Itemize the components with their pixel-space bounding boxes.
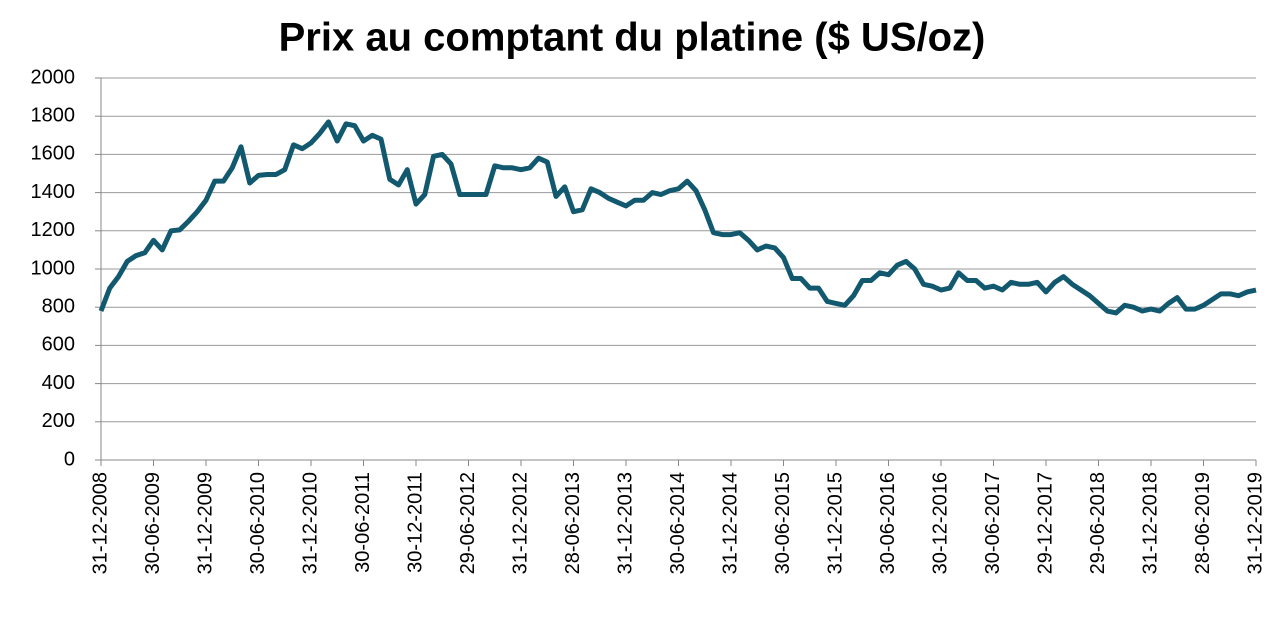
y-tick-label: 2000 [31, 66, 76, 88]
x-tick-label: 31-12-2014 [719, 472, 741, 574]
x-tick-label: 28-06-2019 [1192, 472, 1214, 574]
x-tick-label: 29-06-2012 [457, 472, 479, 574]
x-tick-label: 30-06-2016 [877, 472, 899, 574]
x-tick-label: 28-06-2013 [562, 472, 584, 574]
y-tick-label: 400 [42, 372, 75, 394]
y-tick-label: 1000 [31, 257, 76, 279]
y-tick-label: 0 [64, 448, 75, 470]
x-tick-label: 31-12-2015 [824, 472, 846, 574]
x-tick-label: 30-06-2017 [982, 472, 1004, 574]
y-tick-label: 1200 [31, 219, 76, 241]
x-tick-label: 29-06-2018 [1087, 472, 1109, 574]
x-tick-label: 30-06-2009 [142, 472, 164, 574]
x-tick-label: 30-12-2016 [929, 472, 951, 574]
y-tick-label: 1600 [31, 143, 76, 165]
x-tick-label: 31-12-2013 [614, 472, 636, 574]
x-tick-label: 30-12-2011 [404, 472, 426, 573]
chart-title: Prix au comptant du platine ($ US/oz) [279, 16, 986, 60]
x-tick-label: 30-06-2011 [352, 472, 374, 573]
x-tick-label: 31-12-2018 [1139, 472, 1161, 574]
y-tick-label: 1400 [31, 181, 76, 203]
x-tick-label: 31-12-2010 [299, 472, 321, 574]
x-tick-label: 31-12-2008 [89, 472, 111, 574]
x-tick-label: 29-12-2017 [1034, 472, 1056, 574]
x-tick-label: 31-12-2009 [194, 472, 216, 574]
data-line [98, 119, 1257, 316]
x-tick-label: 30-06-2010 [247, 472, 269, 574]
y-tick-label: 600 [42, 334, 75, 356]
x-tick-label: 31-12-2012 [509, 472, 531, 574]
y-tick-label: 1800 [31, 104, 76, 126]
x-tick-label: 31-12-2019 [1244, 472, 1266, 574]
y-tick-label: 200 [42, 410, 75, 432]
x-tick-label: 30-06-2014 [667, 472, 689, 574]
x-tick-label: 30-06-2015 [772, 472, 794, 574]
y-tick-label: 800 [42, 295, 75, 317]
